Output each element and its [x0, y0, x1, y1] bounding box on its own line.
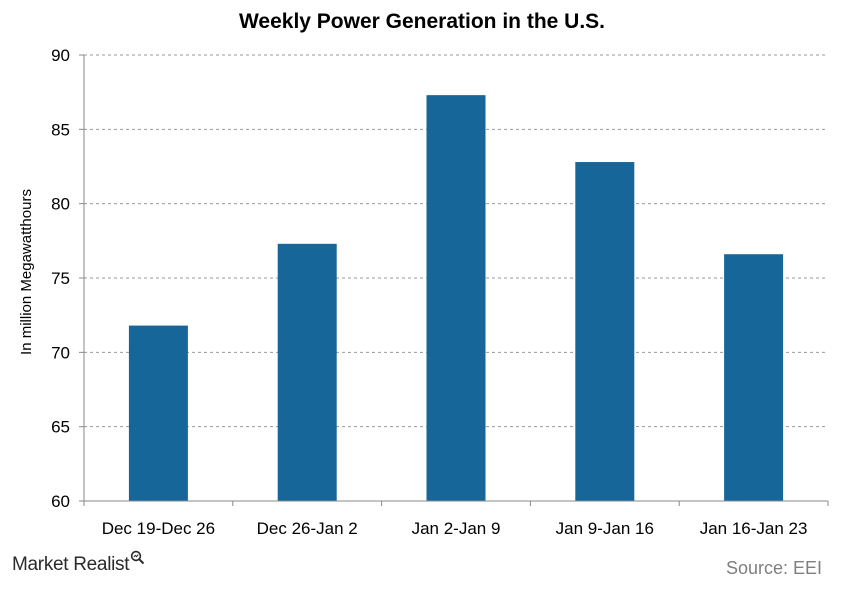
x-tick-label: Dec 26-Jan 2 [257, 519, 358, 538]
y-tick-label: 65 [51, 418, 70, 437]
brand-logo: Market Realist [12, 550, 145, 576]
y-tick-label: 85 [51, 120, 70, 139]
bar [426, 95, 486, 501]
chart-title: Weekly Power Generation in the U.S. [238, 10, 606, 33]
bar [128, 325, 188, 501]
x-tick-label: Dec 19-Dec 26 [102, 519, 215, 538]
bars [128, 95, 784, 502]
x-tick-label: Jan 2-Jan 9 [412, 519, 501, 538]
bar [277, 243, 337, 501]
bar [724, 254, 784, 501]
y-tick-label: 90 [51, 46, 70, 65]
y-tick-label: 70 [51, 343, 70, 362]
y-tick-label: 60 [51, 492, 70, 511]
magnifier-icon [130, 549, 145, 571]
y-tick-label: 75 [51, 269, 70, 288]
bar [575, 162, 635, 502]
y-axis-label: In million Megawatthours [18, 189, 35, 355]
y-tick-labels: 60 65 70 75 80 85 90 [51, 46, 84, 511]
brand-name: Market Realist [12, 554, 130, 575]
y-tick-label: 80 [51, 195, 70, 214]
source-note: Source: EEI [725, 558, 822, 578]
x-tick-labels: Dec 19-Dec 26 Dec 26-Jan 2 Jan 2-Jan 9 Jan … [83, 501, 829, 538]
x-tick-label: Jan 16-Jan 23 [700, 519, 808, 538]
x-tick-label: Jan 9-Jan 16 [556, 519, 654, 538]
